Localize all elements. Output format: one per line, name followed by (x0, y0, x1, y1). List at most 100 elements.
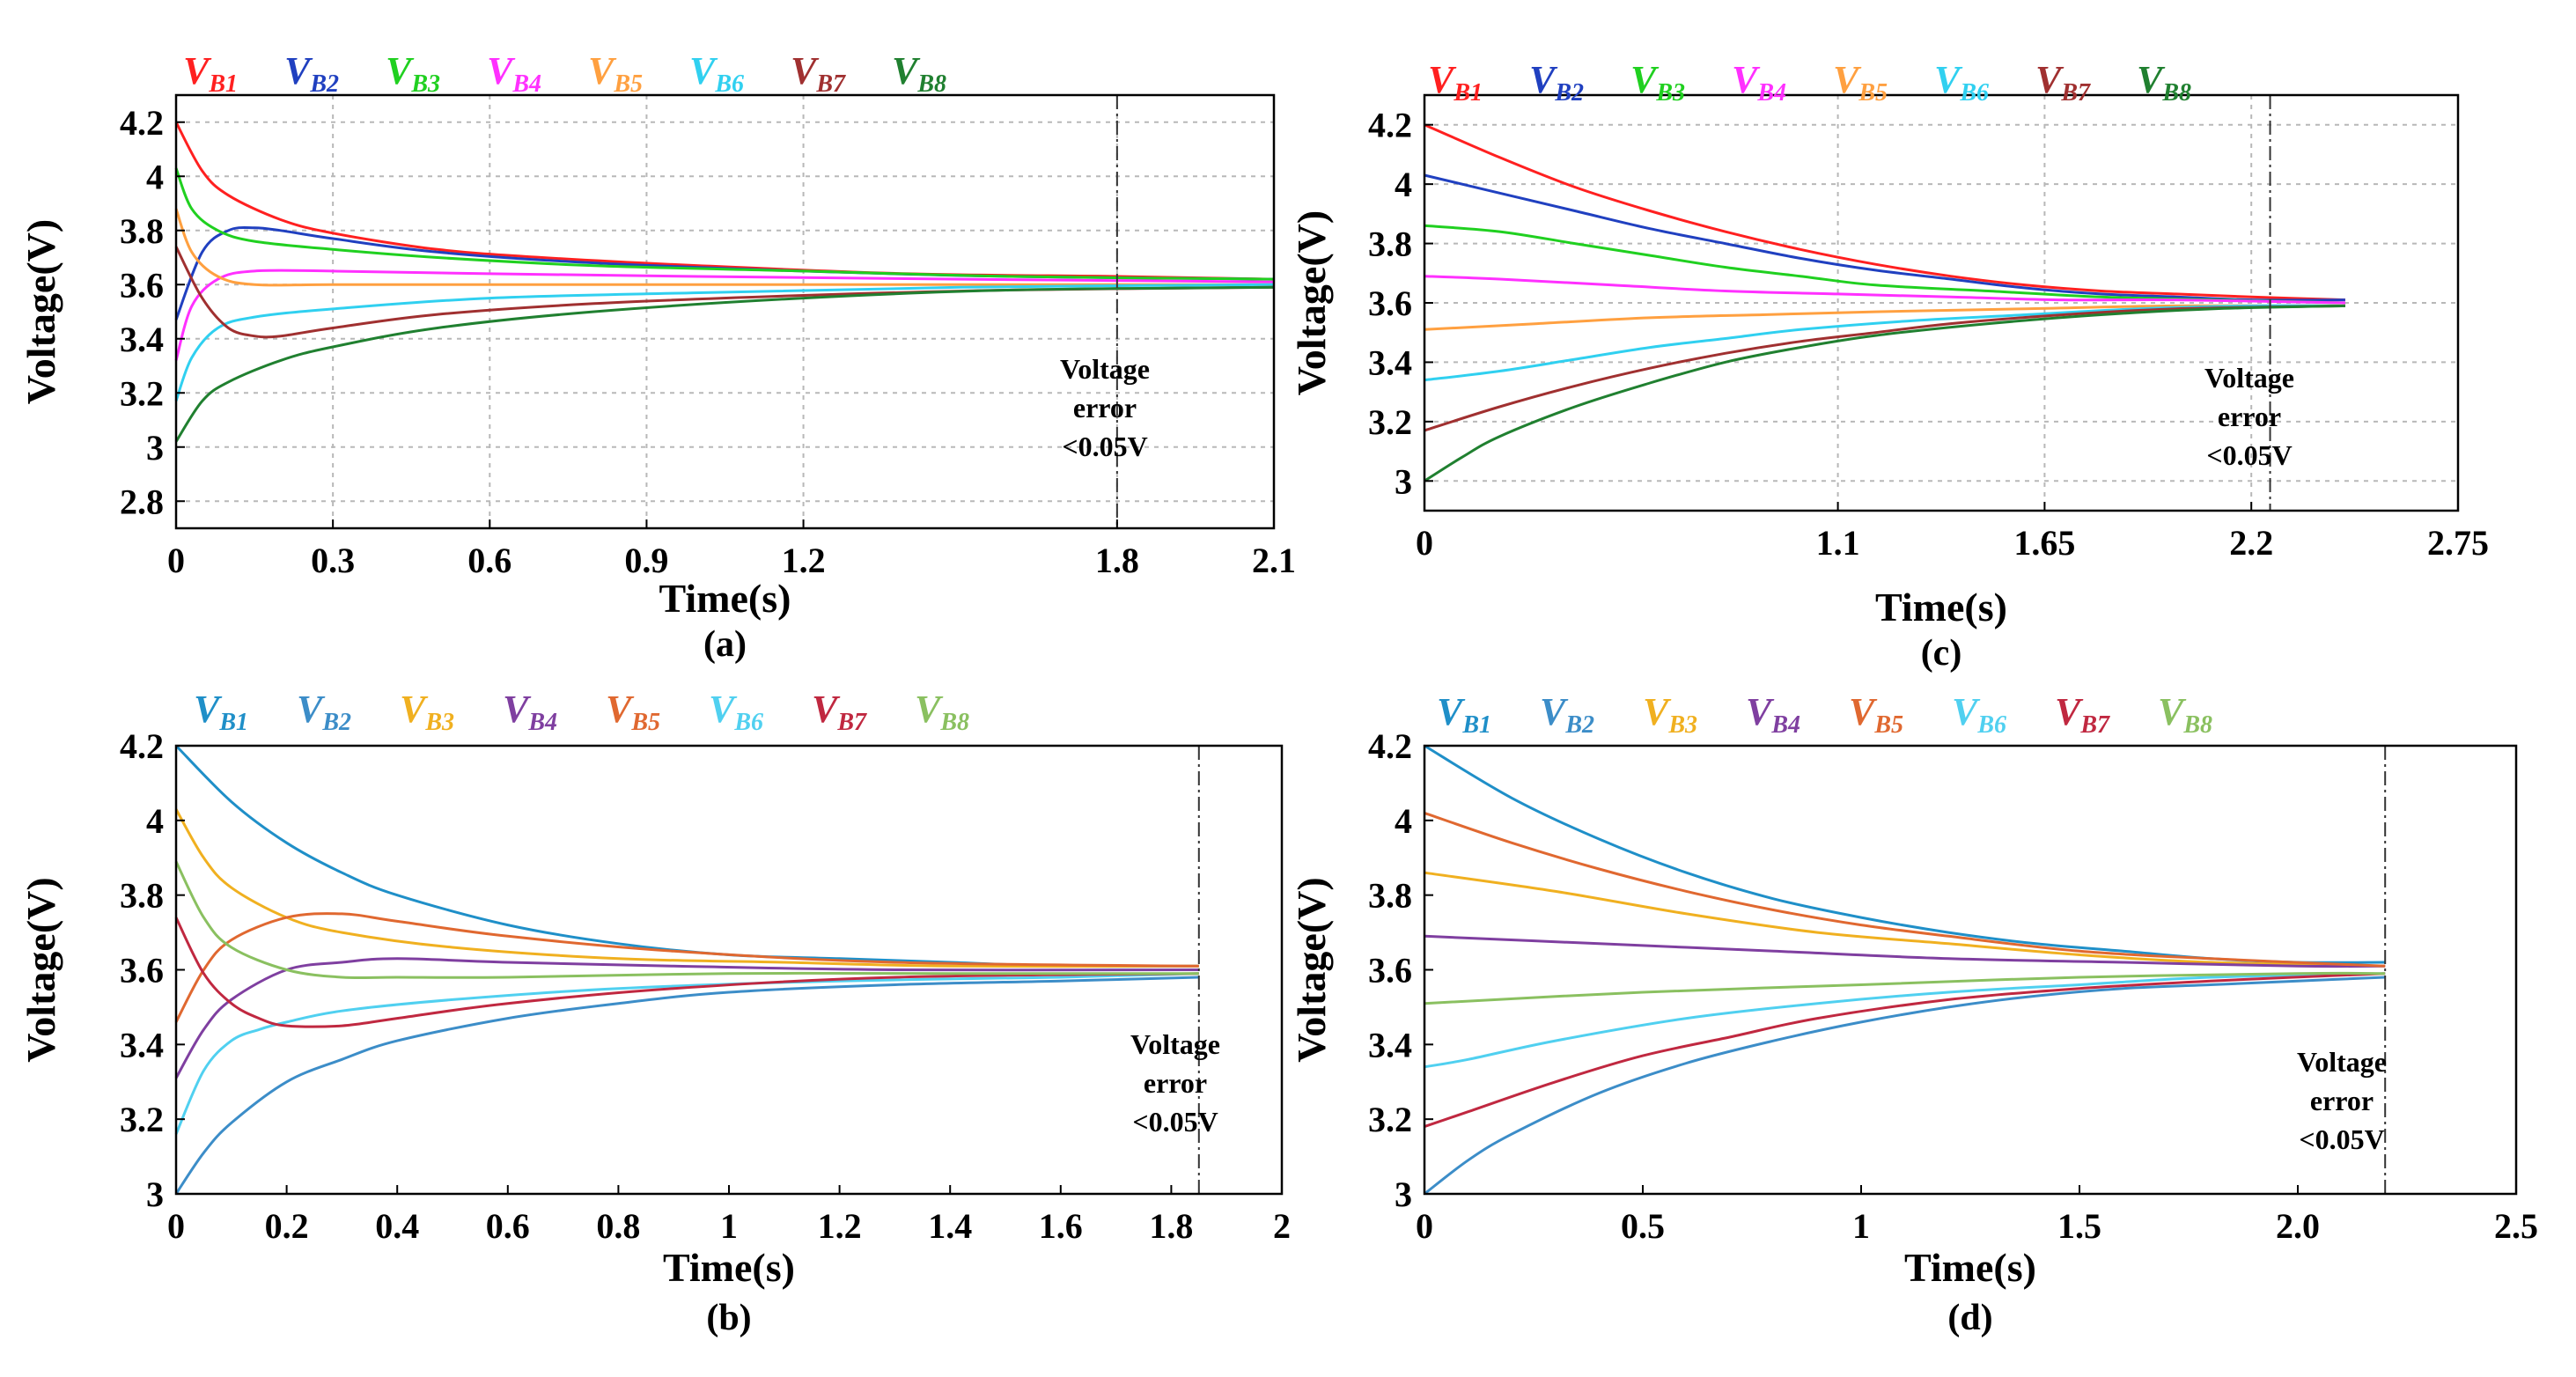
y-tick-label: 3 (146, 428, 164, 468)
panel-caption: (d) (1947, 1298, 1992, 1338)
y-tick-label: 3.4 (120, 1025, 164, 1064)
legend-entry-vb3: VB3 (1630, 58, 1685, 107)
series-line-vb7 (1424, 972, 2386, 1129)
y-tick-label: 4 (1395, 801, 1412, 841)
x-tick-label: 0 (167, 541, 185, 580)
y-tick-label: 3.2 (1368, 402, 1412, 442)
y-tick-label: 3.8 (120, 876, 164, 916)
y-tick-label: 3.6 (120, 265, 164, 305)
legend-entry-vb5: VB5 (1849, 690, 1903, 739)
legend-entry-vb3: VB3 (386, 49, 440, 98)
y-tick-label: 3.4 (1368, 342, 1412, 382)
legend-entry-vb2: VB2 (1540, 690, 1594, 739)
x-axis-label: Time(s) (659, 576, 791, 621)
y-tick-label: 4.2 (1368, 726, 1412, 766)
legend-entry-vb3: VB3 (1643, 690, 1697, 739)
x-tick-label: 2.5 (2494, 1206, 2538, 1246)
y-tick-label: 3.2 (120, 1100, 164, 1139)
voltage-error-annotation: Voltage (2204, 362, 2294, 394)
series-line-vb3 (174, 808, 1199, 968)
x-tick-label: 2.75 (2427, 523, 2489, 563)
series-line-vb8 (1424, 304, 2345, 482)
voltage-error-annotation: error (1144, 1067, 1207, 1099)
series-line-vb4 (1424, 934, 2386, 968)
legend-entry-vb8: VB8 (892, 49, 946, 98)
voltage-error-annotation: error (2218, 401, 2281, 432)
legend-entry-vb7: VB7 (791, 49, 846, 98)
x-tick-label: 0 (1416, 523, 1433, 563)
y-tick-label: 3.8 (120, 211, 164, 251)
chart-panel-d: 0 0.5 1 1.5 2.0 2.5 3 3.2 3.4 3.6 3.8 4 4.2 Time(s) Vo… (1289, 690, 2538, 1338)
x-tick-label: 1.6 (1039, 1206, 1083, 1246)
y-tick-label: 3.6 (120, 951, 164, 990)
y-tick-label: 4 (1395, 165, 1412, 204)
y-tick-label: 3 (1395, 1174, 1412, 1214)
series-line-vb2 (174, 225, 1275, 320)
legend-entry-vb8: VB8 (2158, 690, 2212, 739)
x-tick-label: 0.5 (1621, 1206, 1665, 1246)
voltage-error-annotation: error (1073, 392, 1137, 423)
x-axis-label: Time(s) (1904, 1245, 2036, 1290)
chart-panel-c: 0 1.1 1.65 2.2 2.75 3 3.2 3.4 3.6 3.8 4 4.2 Time(s) V… (1289, 58, 2489, 674)
series-line-vb7 (174, 917, 1199, 1028)
series-line-vb8 (174, 285, 1275, 443)
x-tick-label: 1.4 (928, 1206, 972, 1246)
series-line-vb8 (1424, 971, 2386, 1005)
x-axis-label: Time(s) (663, 1245, 795, 1290)
y-tick-label: 3 (146, 1174, 164, 1214)
chart-panel-b: 0 0.2 0.4 0.6 0.8 1 1.2 1.4 1.6 1.8 2 3 3.2 3.4 3.6 3.8… (18, 688, 1291, 1338)
x-tick-label: 1.8 (1095, 541, 1139, 580)
x-tick-label: 2 (1273, 1206, 1291, 1246)
voltage-error-annotation: <0.05V (1132, 1106, 1218, 1138)
series-line-vb4 (1424, 275, 2345, 305)
y-tick-label: 4 (146, 801, 164, 841)
x-tick-label: 0.3 (311, 541, 355, 580)
series-line-vb1 (174, 744, 1199, 968)
x-tick-label: 0.2 (265, 1206, 309, 1246)
x-axis-label: Time(s) (1875, 585, 2007, 630)
y-tick-label: 3 (1395, 461, 1412, 501)
y-tick-label: 3.6 (1368, 951, 1412, 990)
legend-entry-vb2: VB2 (284, 49, 339, 98)
x-tick-label: 0.4 (375, 1206, 419, 1246)
x-tick-label: 1.2 (818, 1206, 862, 1246)
series-line-vb5 (174, 912, 1199, 1023)
legend-entry-vb5: VB5 (588, 49, 643, 98)
legend-entry-vb2: VB2 (297, 688, 351, 736)
series-line-vb2 (1424, 976, 2386, 1196)
voltage-error-annotation: <0.05V (2299, 1123, 2384, 1155)
legend-entry-vb5: VB5 (606, 688, 660, 736)
x-tick-label: 1.1 (1816, 523, 1860, 563)
legend-entry-vb4: VB4 (487, 49, 541, 98)
series-line-vb1 (174, 122, 1275, 281)
y-axis-label: Voltage(V) (1289, 210, 1334, 395)
series-line-vb2 (174, 976, 1199, 1195)
series-line-vb8 (174, 860, 1199, 980)
voltage-error-annotation: Voltage (1130, 1028, 1220, 1060)
series-line-vb5 (1424, 304, 2345, 331)
series-line-vb1 (1424, 123, 2345, 302)
legend-entry-vb7: VB7 (812, 688, 867, 736)
plot-frame (174, 93, 1276, 530)
legend-entry-vb1: VB1 (1437, 690, 1491, 739)
chart-panel-a: 0 0.3 0.6 0.9 1.2 1.8 2.1 2.8 3 3.2 3.4 3.6 3.8 4 4.2 T… (18, 49, 1296, 665)
legend-entry-vb5: VB5 (1833, 58, 1888, 107)
x-tick-label: 2.1 (1252, 541, 1296, 580)
legend-entry-vb4: VB4 (1732, 58, 1786, 107)
legend-entry-vb6: VB6 (1952, 690, 2006, 739)
series-line-vb2 (1424, 173, 2345, 302)
x-tick-label: 1.2 (782, 541, 826, 580)
series-line-vb3 (1424, 871, 2386, 968)
y-tick-label: 3.4 (120, 320, 164, 359)
y-tick-label: 4.2 (1368, 106, 1412, 145)
y-tick-label: 3.2 (120, 373, 164, 413)
x-tick-label: 0 (1416, 1206, 1433, 1246)
voltage-error-annotation: error (2310, 1085, 2374, 1116)
x-tick-label: 0.6 (467, 541, 512, 580)
y-tick-label: 2.8 (120, 482, 164, 521)
y-axis-label: Voltage(V) (1289, 877, 1334, 1062)
x-tick-label: 0.9 (624, 541, 668, 580)
legend-entry-vb4: VB4 (1746, 690, 1800, 739)
series-line-vb3 (174, 167, 1275, 281)
